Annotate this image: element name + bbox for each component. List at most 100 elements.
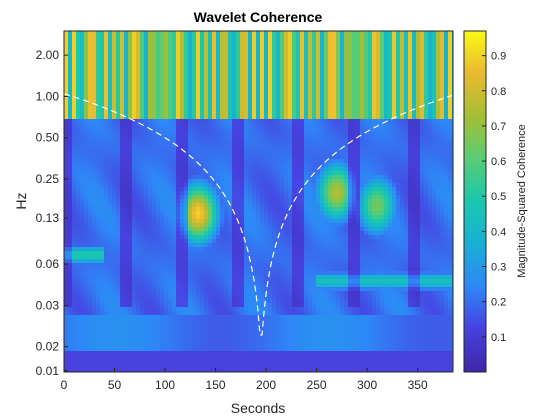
heatmap-cell <box>108 111 113 116</box>
heatmap-cell <box>256 179 261 184</box>
heatmap-cell <box>344 151 349 156</box>
heatmap-cell <box>360 143 365 148</box>
heatmap-cell <box>184 87 189 92</box>
heatmap-cell <box>384 151 389 156</box>
heatmap-cell <box>192 183 197 188</box>
heatmap-cell <box>420 179 425 184</box>
heatmap-cell <box>268 95 273 100</box>
heatmap-cell <box>440 211 445 216</box>
heatmap-cell <box>96 143 101 148</box>
heatmap-cell <box>364 167 369 172</box>
heatmap-cell <box>388 215 393 220</box>
heatmap-cell <box>388 163 393 168</box>
heatmap-cell <box>196 51 201 56</box>
heatmap-cell <box>176 75 181 80</box>
heatmap-cell <box>284 71 289 76</box>
heatmap-cell <box>308 123 313 128</box>
heatmap-cell <box>416 227 421 232</box>
heatmap-cell <box>160 123 165 128</box>
heatmap-cell <box>316 231 321 236</box>
heatmap-cell <box>116 35 121 40</box>
heatmap-cell <box>240 131 245 136</box>
heatmap-cell <box>332 39 337 44</box>
heatmap-cell <box>436 115 441 120</box>
heatmap-cell <box>380 159 385 164</box>
heatmap-cell <box>392 199 397 204</box>
heatmap-cell <box>396 199 401 204</box>
heatmap-cell <box>316 147 321 152</box>
heatmap-cell <box>148 203 153 208</box>
heatmap-cell <box>220 203 225 208</box>
heatmap-cell <box>292 135 297 140</box>
heatmap-cell <box>112 215 117 220</box>
heatmap-cell <box>384 191 389 196</box>
heatmap-cell <box>448 99 453 104</box>
heatmap-cell <box>208 223 213 228</box>
heatmap-cell <box>156 203 161 208</box>
heatmap-cell <box>412 111 417 116</box>
heatmap-cell <box>168 167 173 172</box>
heatmap-cell <box>200 43 205 48</box>
heatmap-cell <box>232 159 237 164</box>
heatmap-cell <box>212 47 217 52</box>
heatmap-cell <box>276 127 281 132</box>
heatmap-cell <box>444 175 449 180</box>
heatmap-cell <box>376 107 381 112</box>
heatmap-cell <box>312 59 317 64</box>
heatmap-cell <box>88 59 93 64</box>
heatmap-cell <box>372 179 377 184</box>
heatmap-cell <box>272 187 277 192</box>
heatmap-cell <box>424 215 429 220</box>
heatmap-cell <box>360 111 365 116</box>
heatmap-cell <box>292 207 297 212</box>
heatmap-cell <box>164 151 169 156</box>
heatmap-cell <box>236 179 241 184</box>
heatmap-cell <box>304 75 309 80</box>
heatmap-cell <box>68 187 73 192</box>
heatmap-cell <box>248 87 253 92</box>
heatmap-cell <box>264 87 269 92</box>
heatmap-cell <box>120 107 125 112</box>
heatmap-cell <box>328 227 333 232</box>
heatmap-cell <box>352 135 357 140</box>
heatmap-cell <box>312 199 317 204</box>
heatmap-cell <box>264 155 269 160</box>
heatmap-cell <box>136 111 141 116</box>
heatmap-cell <box>308 171 313 176</box>
heatmap-cell <box>276 63 281 68</box>
heatmap-cell <box>352 143 357 148</box>
heatmap-cell <box>88 199 93 204</box>
heatmap-cell <box>436 111 441 116</box>
heatmap-cell <box>288 123 293 128</box>
heatmap-cell <box>420 91 425 96</box>
heatmap-cell <box>440 187 445 192</box>
heatmap-cell <box>248 199 253 204</box>
heatmap-cell <box>180 67 185 72</box>
heatmap-cell <box>436 147 441 152</box>
heatmap-cell <box>384 167 389 172</box>
heatmap-cell <box>328 35 333 40</box>
heatmap-cell <box>72 139 77 144</box>
heatmap-cell <box>96 67 101 72</box>
heatmap-cell <box>276 55 281 60</box>
heatmap-cell <box>244 203 249 208</box>
heatmap-cell <box>448 63 453 68</box>
heatmap-cell <box>172 123 177 128</box>
heatmap-cell <box>252 231 257 236</box>
heatmap-cell <box>164 75 169 80</box>
heatmap-cell <box>256 123 261 128</box>
heatmap-cell <box>156 171 161 176</box>
heatmap-cell <box>148 195 153 200</box>
heatmap-cell <box>252 67 257 72</box>
heatmap-cell <box>400 51 405 56</box>
heatmap-cell <box>132 115 137 120</box>
heatmap-cell <box>344 203 349 208</box>
heatmap-cell <box>344 187 349 192</box>
heatmap-cell <box>376 131 381 136</box>
heatmap-cell <box>212 195 217 200</box>
heatmap-cell <box>276 179 281 184</box>
heatmap-cell <box>384 231 389 236</box>
heatmap-cell <box>188 71 193 76</box>
heatmap-cell <box>448 71 453 76</box>
heatmap-cell <box>336 119 341 124</box>
